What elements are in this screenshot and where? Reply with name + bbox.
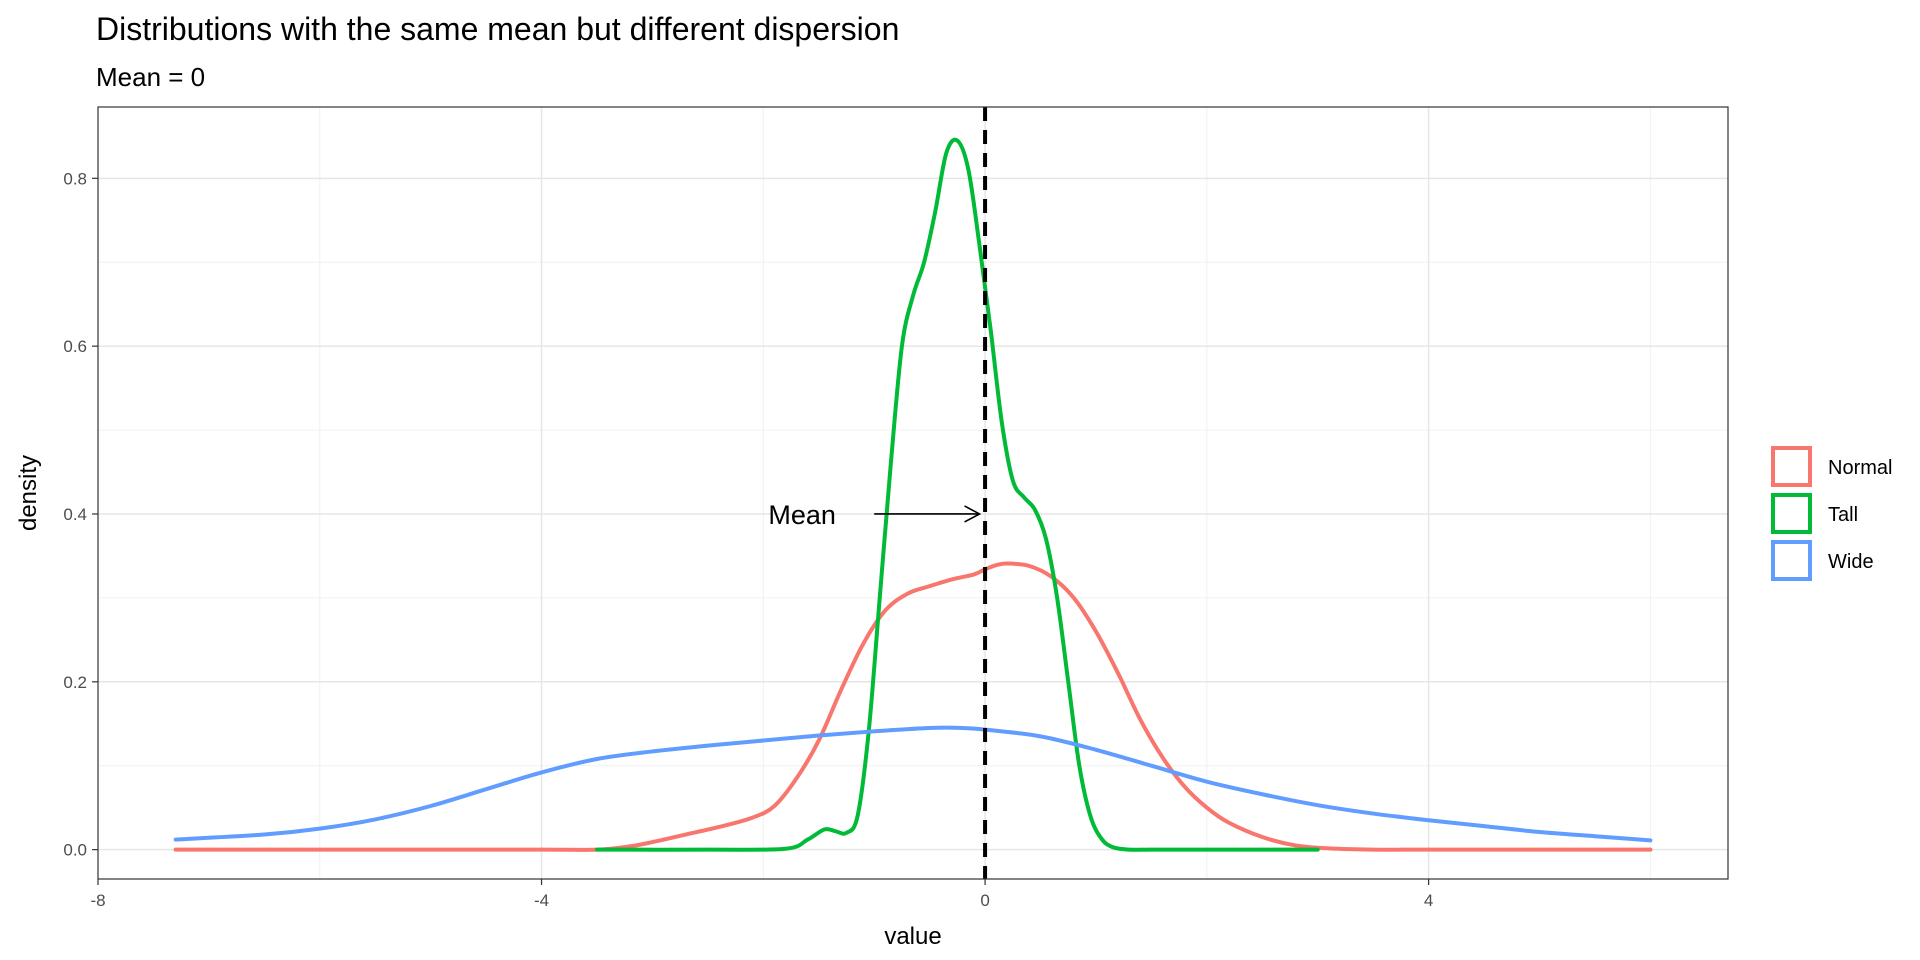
plot-panel-border — [97, 106, 1729, 880]
x-tick-label: 0 — [980, 891, 989, 910]
x-tick-label: -8 — [90, 891, 105, 910]
y-axis-title: density — [15, 455, 42, 531]
x-tick-label: -4 — [534, 891, 549, 910]
legend-key-tall — [1771, 493, 1812, 534]
series-line-tall — [594, 137, 1320, 852]
y-tick-label: 0.4 — [63, 505, 87, 524]
mean-annotation: Mean — [768, 500, 982, 530]
chart-subtitle: Mean = 0 — [96, 62, 205, 92]
x-axis-title: value — [884, 923, 941, 950]
arrow-head-icon — [964, 505, 982, 523]
mean-annotation-label: Mean — [768, 500, 836, 530]
legend-label-wide: Wide — [1828, 551, 1874, 573]
legend: Normal Tall Wide — [1771, 446, 1892, 581]
series-line-wide — [173, 725, 1653, 843]
y-tick-label: 0.0 — [63, 841, 87, 860]
y-tick-label: 0.2 — [63, 673, 87, 692]
y-tick-label: 0.8 — [63, 169, 87, 188]
x-tick-label: 4 — [1424, 891, 1433, 910]
legend-label-normal: Normal — [1828, 457, 1892, 479]
chart-title: Distributions with the same mean but dif… — [96, 11, 899, 47]
y-tick-label: 0.6 — [63, 337, 87, 356]
plot-panel-background — [98, 107, 1728, 879]
legend-key-normal — [1771, 446, 1812, 487]
series-line-normal — [173, 561, 1653, 852]
legend-label-tall: Tall — [1828, 504, 1858, 526]
series-lines — [173, 137, 1653, 852]
axes: -8 -4 0 4 0.0 0.2 0.4 0.6 0.8 — [63, 169, 1433, 910]
legend-key-wide — [1771, 540, 1812, 581]
